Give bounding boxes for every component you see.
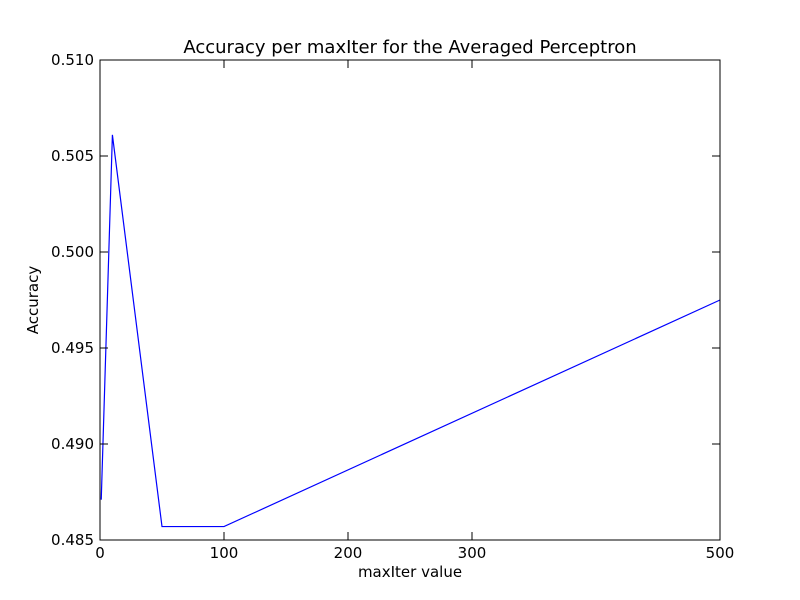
series-layer xyxy=(100,134,721,528)
chart-title: Accuracy per maxIter for the Averaged Pe… xyxy=(183,37,636,58)
x-tick-label: 300 xyxy=(458,544,487,562)
x-tick-label: 500 xyxy=(706,544,735,562)
y-tick-label: 0.510 xyxy=(51,51,94,69)
y-tick-label: 0.490 xyxy=(51,435,94,453)
y-tick-label: 0.500 xyxy=(51,243,94,261)
ticks-layer: 0 100 200 300 500 0.485 0.490 0.495 0.500 0.505 0.… xyxy=(51,51,734,562)
y-tick-label: 0.505 xyxy=(51,147,94,165)
plot-frame xyxy=(99,59,721,541)
plot-area xyxy=(100,60,720,540)
y-tick-label: 0.495 xyxy=(51,339,94,357)
series-line xyxy=(100,134,721,528)
y-axis-label: Accuracy xyxy=(24,266,42,335)
x-tick-label: 100 xyxy=(210,544,239,562)
x-tick-label: 0 xyxy=(95,544,105,562)
x-axis-label: maxIter value xyxy=(358,563,462,581)
x-tick-label: 200 xyxy=(334,544,363,562)
y-tick-label: 0.485 xyxy=(51,531,94,549)
